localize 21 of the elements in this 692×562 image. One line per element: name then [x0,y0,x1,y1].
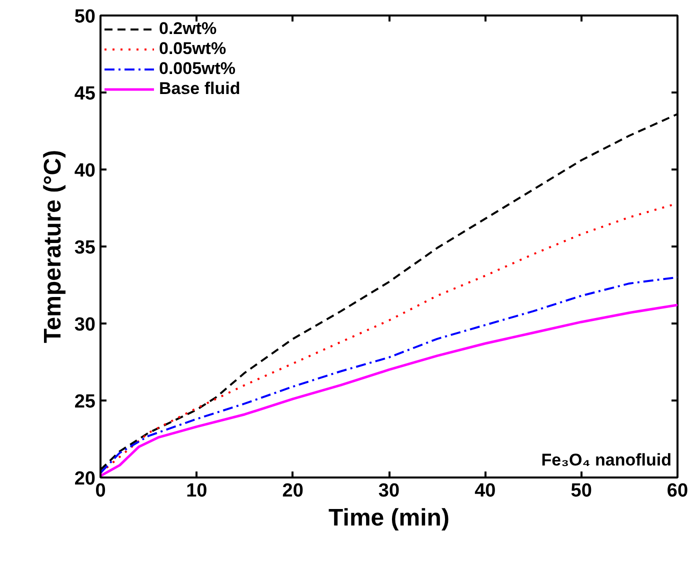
y-tick-label: 25 [74,392,96,412]
annotation: Fe₃O₄ nanofluid [541,450,672,470]
y-tick-label: 45 [74,84,96,104]
x-tick-label: 10 [186,480,208,502]
legend-label: 0.2wt% [159,19,217,39]
y-tick-label: 30 [74,314,96,336]
legend-label: Base fluid [159,79,240,99]
x-tick-label: 20 [282,480,304,502]
x-axis-title: Time (min) [328,504,450,532]
line-series [100,276,678,474]
y-axis-title: Temperature (°C) [39,150,66,344]
x-tick-label: 60 [666,480,688,502]
legend-label: 0.05wt% [159,39,226,59]
y-tick-label: 35 [74,238,96,258]
x-tick-label: 0 [95,480,106,502]
y-tick-label: 40 [74,160,96,182]
x-tick-label: 30 [378,480,400,502]
x-tick-label: 50 [570,480,592,502]
x-tick-label: 40 [474,480,496,502]
y-tick-label: 50 [74,6,96,28]
legend-label: 0.005wt% [159,59,236,79]
